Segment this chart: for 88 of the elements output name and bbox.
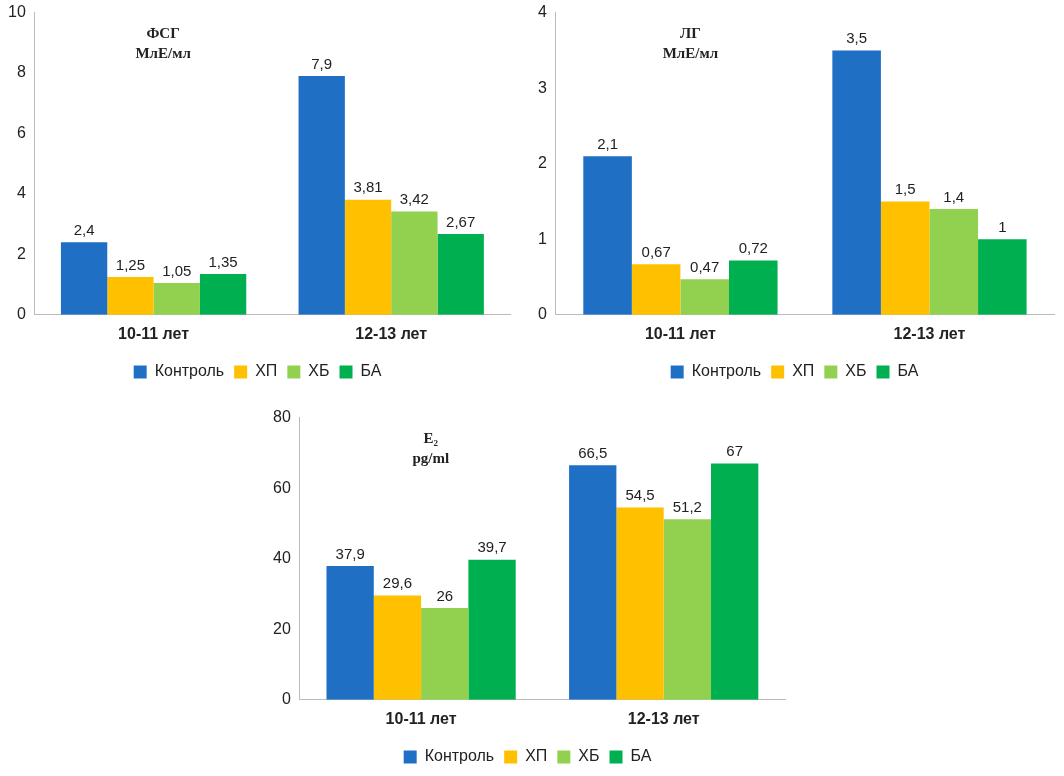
y-tick-label: 4 bbox=[16, 184, 26, 202]
y-tick-label: 6 bbox=[16, 123, 26, 141]
data-label: 1,5 bbox=[894, 180, 916, 198]
data-label: 2,67 bbox=[446, 212, 476, 230]
data-label: 2,1 bbox=[597, 134, 619, 152]
bar bbox=[391, 211, 438, 315]
data-label: 0,72 bbox=[738, 239, 768, 257]
data-label: 39,7 bbox=[477, 538, 507, 556]
data-label: 1,4 bbox=[943, 187, 965, 205]
y-tick-label: 60 bbox=[273, 478, 291, 496]
text: МлЕ/мл bbox=[135, 44, 192, 61]
bar bbox=[344, 199, 392, 315]
y-tick-label: 0 bbox=[281, 690, 291, 708]
data-label: 0,47 bbox=[690, 257, 720, 275]
bar bbox=[437, 234, 484, 315]
data-label: 66,5 bbox=[578, 443, 608, 461]
data-label: 3,5 bbox=[846, 29, 868, 47]
text: E₂ bbox=[423, 429, 439, 446]
data-label: 0,67 bbox=[641, 242, 671, 260]
data-label: 1,35 bbox=[208, 252, 238, 270]
x-tick-label: 10-11 лет bbox=[385, 709, 457, 727]
data-label: 1,25 bbox=[115, 255, 146, 273]
bar bbox=[60, 242, 108, 315]
bar bbox=[583, 156, 632, 315]
y-tick-label: 0 bbox=[16, 305, 26, 323]
y-tick-label: 1 bbox=[537, 229, 547, 247]
y-tick-label: 3 bbox=[537, 78, 547, 96]
y-tick-label: 10 bbox=[8, 3, 26, 21]
data-label: 7,9 bbox=[311, 54, 333, 72]
x-tick-label: 10-11 лет bbox=[644, 324, 717, 342]
legend-label: БА bbox=[630, 747, 652, 765]
legend-label: БА bbox=[897, 362, 919, 380]
text: МлЕ/мл bbox=[662, 44, 719, 61]
y-tick-label: 4 bbox=[537, 3, 547, 21]
bar bbox=[468, 559, 516, 700]
bar bbox=[832, 50, 881, 315]
legend-label: Контроль bbox=[424, 747, 495, 765]
x-tick-label: 12-13 лет bbox=[893, 324, 966, 342]
data-label: 2,4 bbox=[73, 220, 95, 238]
legend-label: ХП bbox=[792, 362, 815, 380]
y-tick-label: 8 bbox=[16, 63, 26, 81]
bar bbox=[569, 465, 617, 700]
data-label: 1 bbox=[998, 217, 1007, 235]
data-label: 3,81 bbox=[353, 178, 383, 196]
legend-label: ХБ bbox=[845, 362, 867, 380]
legend-label: Контроль bbox=[691, 362, 762, 380]
y-tick-label: 2 bbox=[16, 244, 26, 262]
data-label: 26 bbox=[436, 586, 454, 604]
legend-label: БА bbox=[360, 362, 382, 380]
legend-label: ХП bbox=[525, 747, 548, 765]
y-tick-label: 40 bbox=[273, 549, 291, 567]
bar bbox=[373, 595, 422, 700]
y-tick-label: 20 bbox=[273, 619, 291, 637]
bar bbox=[199, 274, 247, 315]
text: pg/ml bbox=[412, 449, 450, 466]
bar bbox=[153, 283, 200, 315]
bar bbox=[711, 463, 759, 700]
data-label: 1,05 bbox=[162, 261, 192, 279]
bar bbox=[978, 239, 1027, 315]
text: ФСГ bbox=[146, 24, 180, 41]
bar bbox=[631, 264, 681, 315]
legend-label: ХБ bbox=[578, 747, 600, 765]
bar bbox=[880, 201, 930, 315]
data-label: 37,9 bbox=[335, 544, 365, 562]
y-tick-label: 2 bbox=[537, 154, 547, 172]
legend-label: Контроль bbox=[154, 362, 225, 380]
data-label: 51,2 bbox=[672, 497, 702, 515]
bar bbox=[728, 260, 778, 315]
x-tick-label: 12-13 лет bbox=[355, 324, 428, 342]
bar bbox=[421, 608, 469, 700]
x-tick-label: 12-13 лет bbox=[627, 709, 700, 727]
bar bbox=[107, 277, 154, 315]
legend-label: ХБ bbox=[308, 362, 330, 380]
bar bbox=[616, 507, 664, 700]
bar bbox=[298, 76, 345, 315]
bar bbox=[680, 279, 729, 315]
y-tick-label: 80 bbox=[273, 408, 291, 426]
text: ЛГ bbox=[680, 24, 701, 41]
y-tick-label: 0 bbox=[537, 305, 547, 323]
bar bbox=[929, 209, 979, 315]
data-label: 29,6 bbox=[382, 574, 413, 592]
legend-label: ХП bbox=[255, 362, 278, 380]
data-label: 67 bbox=[726, 442, 743, 460]
data-label: 3,42 bbox=[399, 190, 429, 208]
bar bbox=[326, 566, 374, 700]
bar bbox=[663, 519, 712, 700]
x-tick-label: 10-11 лет bbox=[118, 324, 190, 342]
data-label: 54,5 bbox=[625, 486, 655, 504]
